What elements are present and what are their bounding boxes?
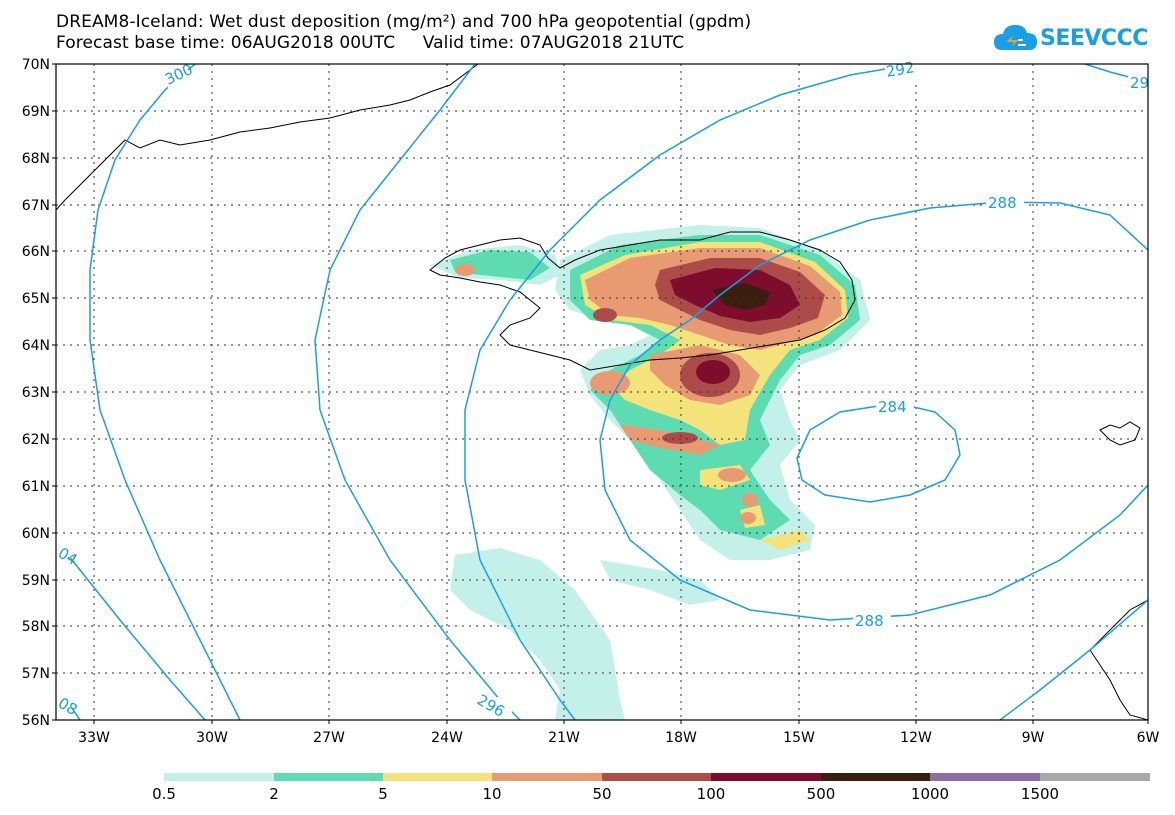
legend-swatch	[930, 773, 1040, 781]
lon-label: 24W	[431, 730, 463, 746]
legend-colorbar	[164, 773, 1150, 781]
contour-label: 296	[474, 691, 508, 721]
lon-label: 21W	[548, 730, 580, 746]
contour-288	[599, 201, 1148, 621]
contour-bottom-right	[999, 599, 1148, 720]
geopotential-contours	[56, 64, 1148, 720]
lat-label: 57N	[22, 666, 50, 682]
contour-labels: 300 292 29 288 284 288 296 04 08	[55, 58, 1152, 721]
lon-label: 15W	[783, 730, 815, 746]
faroe-islands	[1099, 421, 1141, 446]
legend-label: 1500	[1020, 785, 1060, 803]
grid-lines	[56, 64, 1148, 720]
lat-label: 60N	[22, 526, 50, 542]
lat-labels: 70N 69N 68N 67N 66N 65N 64N 63N 62N 61N …	[22, 57, 50, 729]
legend-label: 500	[806, 785, 836, 803]
contour-label: 284	[878, 398, 907, 416]
iceland-coast	[429, 231, 856, 371]
contour-296	[314, 64, 521, 720]
contour-284	[796, 404, 961, 503]
lon-label: 12W	[900, 730, 932, 746]
contour-300	[89, 64, 241, 720]
legend-label: 10	[482, 785, 502, 803]
contour-label: 288	[988, 194, 1017, 212]
greenland-coast	[56, 64, 479, 211]
lon-label: 18W	[665, 730, 697, 746]
legend-swatch	[274, 773, 383, 781]
legend-swatch	[492, 773, 602, 781]
seevccc-logo: SEEVCCC	[992, 20, 1148, 60]
lat-label: 59N	[22, 573, 50, 589]
cloud-icon	[994, 25, 1037, 50]
legend-label: 1000	[910, 785, 950, 803]
lon-label: 9W	[1022, 730, 1045, 746]
lat-label: 64N	[22, 338, 50, 354]
legend-swatch	[821, 773, 930, 781]
lat-label: 56N	[22, 713, 50, 729]
lat-label: 69N	[22, 104, 50, 120]
legend-label: 50	[592, 785, 612, 803]
lon-label: 27W	[313, 730, 345, 746]
lon-label: 30W	[196, 730, 228, 746]
chart-title-line2: Forecast base time: 06AUG2018 00UTC Vali…	[56, 33, 685, 53]
logo-text: SEEVCCC	[1040, 26, 1148, 51]
lat-label: 61N	[22, 479, 50, 495]
contour-292	[464, 64, 916, 720]
lon-label: 6W	[1137, 730, 1160, 746]
lat-label: 67N	[22, 198, 50, 214]
legend-swatch	[602, 773, 711, 781]
lat-label: 70N	[22, 57, 50, 73]
scotland-coast	[1089, 599, 1148, 720]
legend-swatch	[383, 773, 492, 781]
lat-label: 62N	[22, 432, 50, 448]
legend-label: 0.5	[152, 785, 176, 803]
lon-labels: 33W 30W 27W 24W 21W 18W 15W 12W 9W 6W	[78, 730, 1159, 746]
lat-label: 66N	[22, 244, 50, 260]
coastlines	[56, 64, 1148, 720]
contour-304	[56, 539, 206, 720]
lat-label: 68N	[22, 151, 50, 167]
tick-marks	[52, 63, 1149, 724]
lon-label: 33W	[78, 730, 110, 746]
legend-swatch	[711, 773, 821, 781]
dust-deposition-field	[430, 225, 870, 720]
legend-swatch	[164, 773, 274, 781]
contour-label: 288	[855, 612, 884, 630]
legend-label: 5	[378, 785, 388, 803]
lat-label: 58N	[22, 619, 50, 635]
contour-label: 29	[1130, 74, 1149, 92]
legend-label: 100	[696, 785, 726, 803]
legend-label: 2	[269, 785, 279, 803]
lat-label: 65N	[22, 291, 50, 307]
chart-title-line1: DREAM8-Iceland: Wet dust deposition (mg/…	[56, 12, 752, 32]
lat-label: 63N	[22, 385, 50, 401]
legend-swatch	[1040, 773, 1150, 781]
